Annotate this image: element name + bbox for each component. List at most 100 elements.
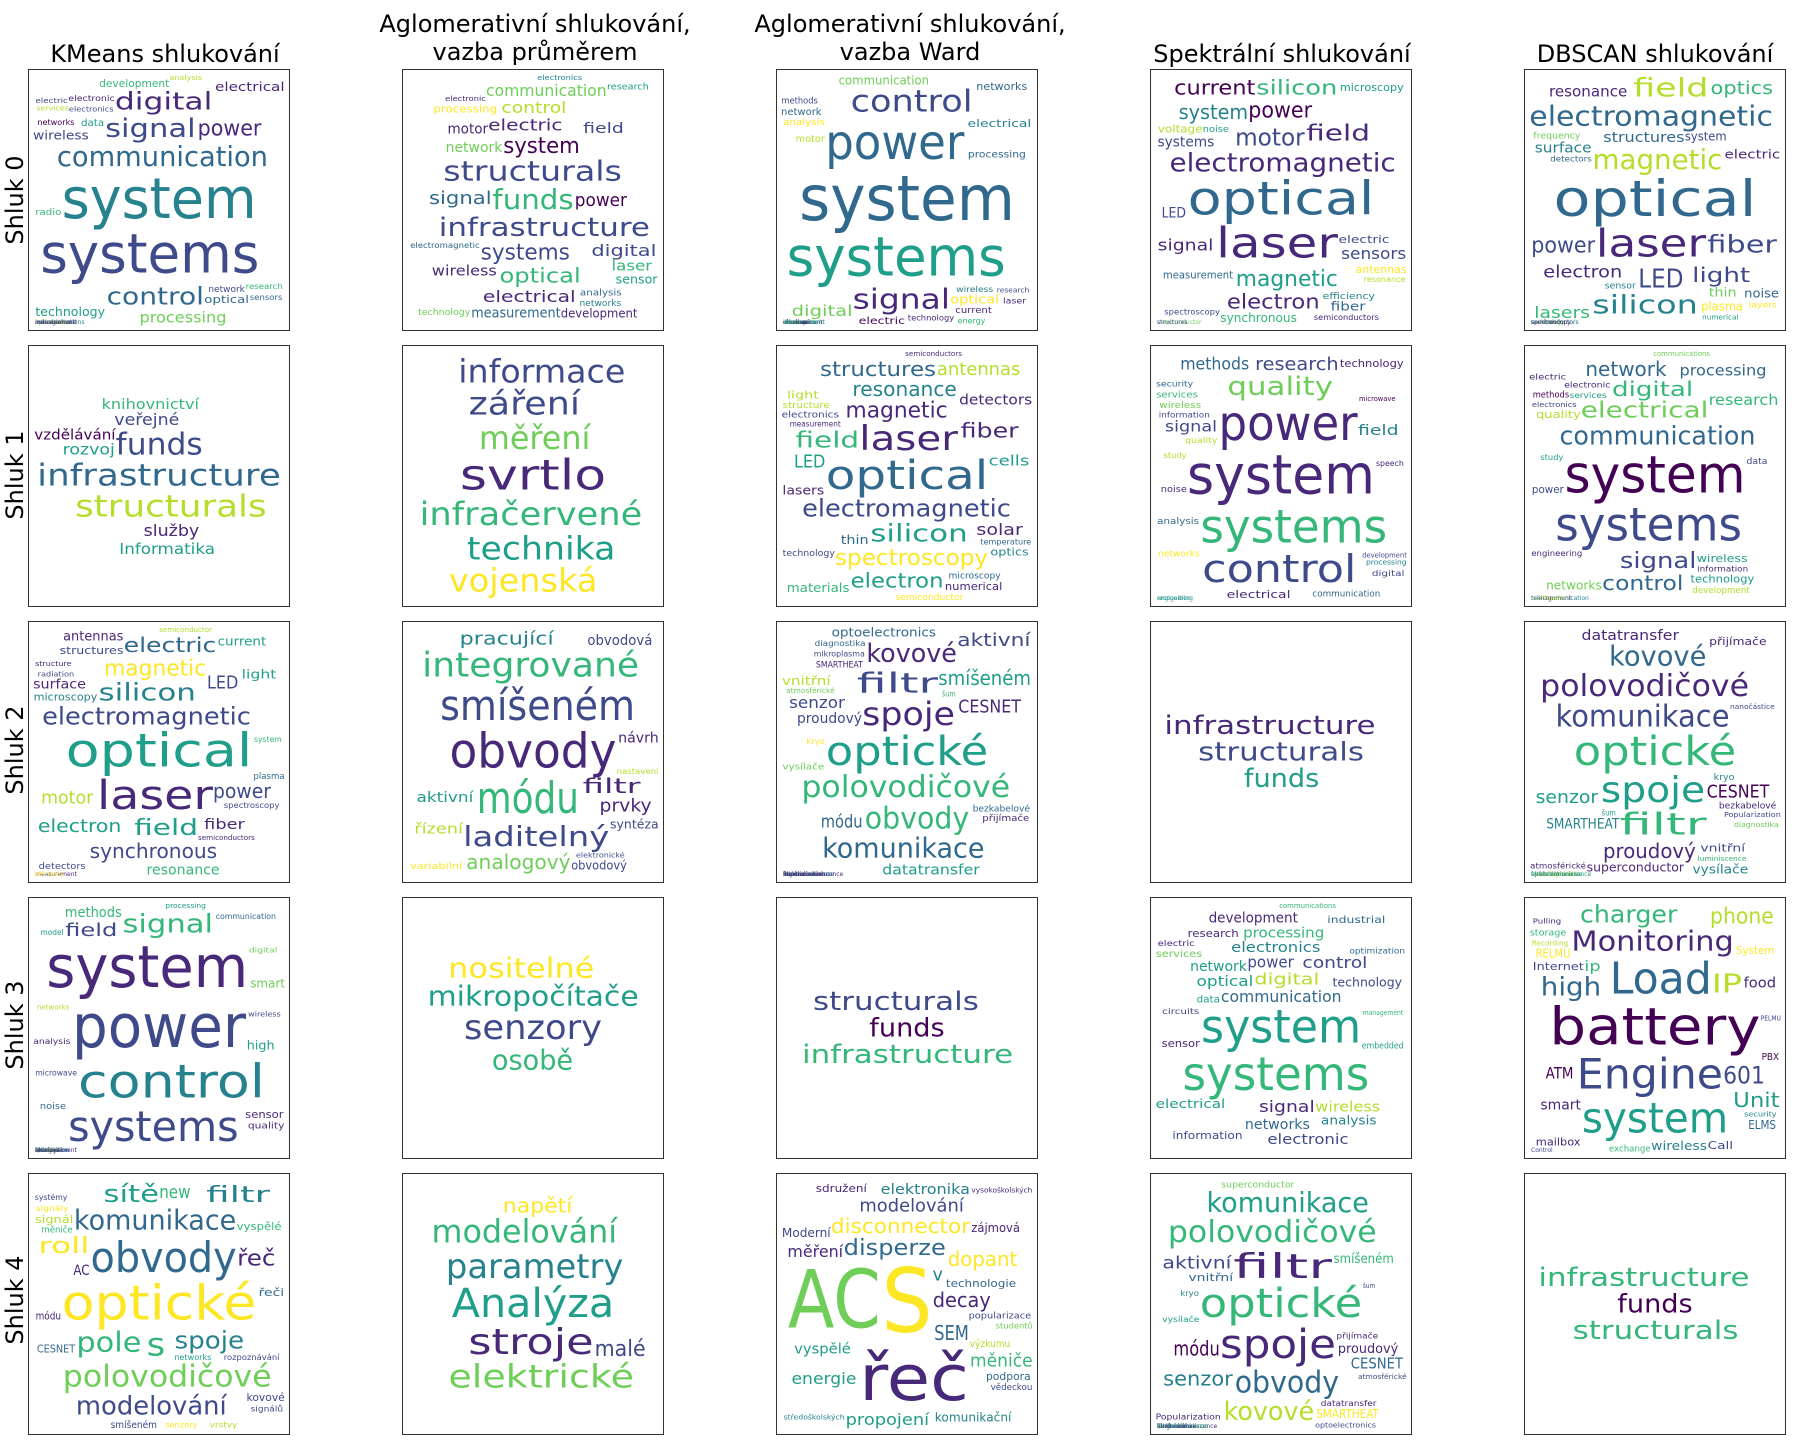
cloud-word: luminiscence: [1157, 1423, 1197, 1430]
cloud-word: development: [561, 307, 638, 321]
cloud-word: processing: [433, 103, 497, 116]
cloud-word: measurement: [790, 419, 841, 428]
cloud-word: analogový: [466, 850, 571, 874]
cloud-word: funds: [492, 183, 573, 216]
cloud-word: módu: [821, 812, 863, 833]
cloud-word: current: [1174, 75, 1255, 99]
cloud-word: system: [799, 162, 1015, 235]
cloud-word: luminiscence: [783, 871, 823, 878]
cloud-word: radiation: [38, 671, 74, 679]
cloud-word: electromagnetic: [42, 703, 251, 731]
cloud-word: electrical: [215, 80, 285, 94]
cloud-word: komunikace: [1207, 1186, 1369, 1219]
cloud-word: pracující: [460, 629, 555, 650]
cloud-word: spectroscopy: [835, 546, 988, 571]
cloud-word: mikroplasma: [814, 650, 865, 659]
word-cloud-panel-r3-c3: system systems communication digital power si…: [1150, 897, 1412, 1159]
cloud-word: structure: [35, 660, 72, 668]
row-label-cluster-2: Shluk 2: [1, 705, 29, 795]
cloud-word: signal: [1165, 418, 1217, 436]
cloud-word: electromagnetic: [410, 241, 480, 250]
word-cloud-panel-r2-c3: structurals funds infrastructure: [1150, 621, 1412, 883]
cloud-word: control: [1202, 547, 1356, 591]
cloud-word: radio: [35, 208, 62, 218]
cloud-word: management: [35, 319, 76, 326]
cloud-word: kovové: [866, 639, 957, 669]
cloud-word: structurals: [75, 489, 266, 524]
cloud-word: structure: [783, 401, 831, 411]
cloud-word: měření: [479, 419, 592, 457]
cloud-word: electric: [35, 1147, 57, 1154]
cloud-word: modelování: [76, 1392, 228, 1422]
cloud-word: decay: [933, 1288, 991, 1312]
cloud-word: semiconductor: [159, 626, 212, 634]
cloud-word: optimization: [1349, 946, 1405, 955]
cloud-word: optické: [62, 1275, 257, 1331]
cloud-word: 601: [1723, 1062, 1765, 1090]
cloud-word: senzor: [1536, 787, 1599, 808]
cloud-word: structures: [1157, 319, 1187, 326]
column-title-agglomerative-average: Aglomerativní shlukování, vazba průměrem: [370, 10, 700, 66]
cloud-word: study: [1164, 451, 1187, 460]
cloud-word: laser: [97, 773, 214, 819]
cloud-word: měření: [787, 1242, 843, 1261]
cloud-word: synchronous: [90, 839, 218, 863]
cloud-word: electronics: [783, 319, 816, 326]
word-cloud-panel-r4-c0: optické obvody s polovodičové komunikace pole…: [28, 1173, 290, 1435]
cloud-word: komunikační: [935, 1411, 1012, 1425]
cloud-word: syntéza: [610, 818, 659, 832]
cloud-word: communication: [57, 140, 268, 173]
cloud-word: pole: [76, 1325, 141, 1358]
cloud-word: informace: [458, 353, 625, 391]
cloud-word: funds: [1244, 764, 1319, 794]
cloud-word: measurement: [1163, 268, 1234, 281]
cloud-word: laser: [859, 419, 958, 459]
cloud-word: laser: [1596, 221, 1707, 265]
cloud-word: technology: [908, 314, 955, 323]
cloud-word: řízení: [414, 821, 464, 837]
cloud-word: system: [1201, 1000, 1361, 1054]
cloud-word: wireless: [248, 1010, 281, 1018]
cloud-word: senzor: [789, 693, 845, 712]
cloud-word: filtr: [583, 774, 642, 798]
cloud-word: electronic: [445, 95, 486, 103]
cloud-word: diagnostika: [815, 639, 866, 648]
word-cloud-panel-r1-c4: system systems communication electrical sign…: [1524, 345, 1786, 607]
cloud-word: podpora: [986, 1370, 1031, 1383]
cloud-word: přijímače: [1709, 635, 1767, 648]
cloud-word: motor: [41, 787, 94, 808]
cloud-word: digital: [249, 946, 277, 954]
cloud-word: měniče: [41, 1225, 73, 1236]
cloud-word: field: [583, 121, 624, 137]
cloud-word: Analýza: [452, 1281, 614, 1327]
cloud-word: cells: [989, 454, 1030, 470]
cloud-word: AC: [788, 1254, 881, 1347]
cloud-word: data: [81, 118, 104, 129]
cloud-word: communication: [1312, 589, 1380, 599]
cloud-word: resonance: [147, 862, 220, 878]
cloud-word: obvody: [1235, 1366, 1339, 1401]
cloud-word: vědeckou: [991, 1383, 1033, 1393]
cloud-word: sdružení: [816, 1182, 868, 1195]
cloud-word: spoje: [862, 695, 955, 733]
cloud-word: temperature: [980, 538, 1031, 547]
cloud-word: fotoluminiscence: [1531, 871, 1582, 878]
cloud-word: noise: [1203, 125, 1230, 135]
cloud-word: structurals: [1573, 1316, 1739, 1346]
cloud-word: recognition: [1157, 595, 1191, 602]
cloud-word: antennas: [1356, 263, 1407, 276]
cloud-word: optical: [66, 724, 253, 778]
cloud-word: vnitřní: [1700, 842, 1746, 855]
cloud-word: information: [1159, 410, 1210, 419]
cloud-word: resonance: [852, 377, 956, 401]
cloud-word: optimization: [35, 319, 73, 326]
cloud-word: módu: [1173, 1337, 1219, 1361]
cloud-word: fotoluminiscence: [1157, 1423, 1208, 1430]
cloud-word: řeč: [237, 1247, 275, 1272]
cloud-word: Recording: [1532, 940, 1569, 948]
cloud-word: filtr: [206, 1183, 271, 1208]
cloud-word: sensors: [250, 293, 283, 302]
